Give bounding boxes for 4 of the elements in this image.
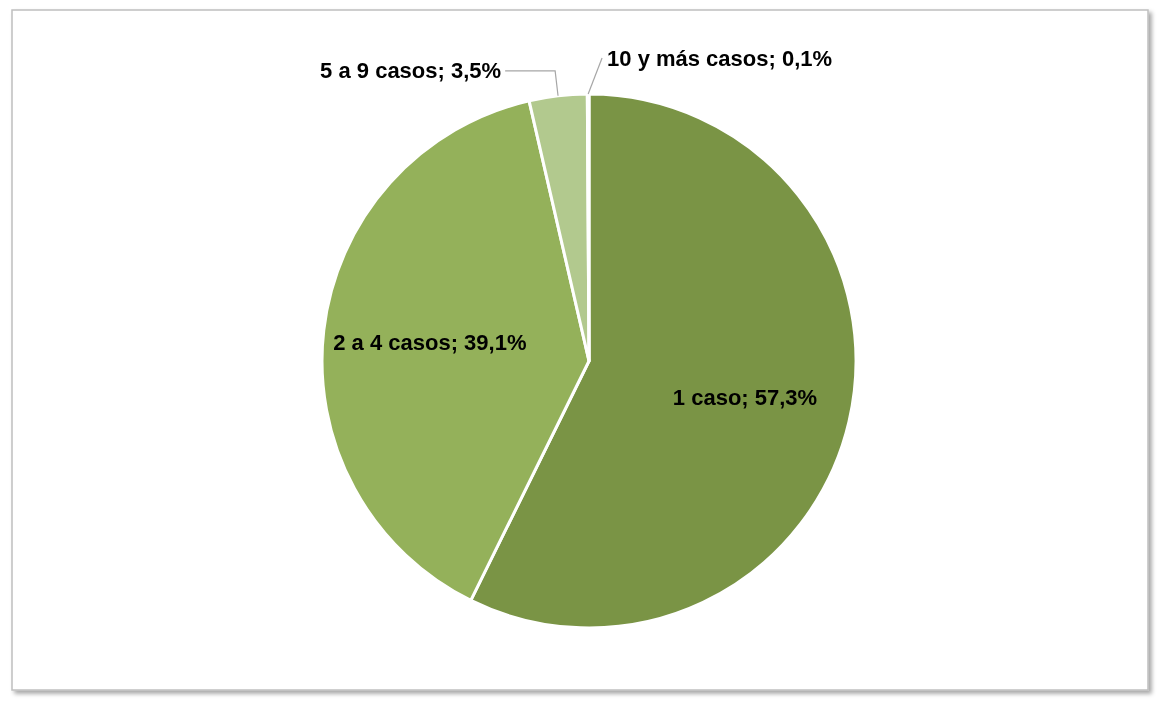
slice-label: 10 y más casos; 0,1%: [607, 45, 833, 71]
slice-label: 5 a 9 casos; 3,5%: [320, 58, 502, 84]
slice-label: 2 a 4 casos; 39,1%: [333, 329, 527, 355]
slice-label: 1 caso; 57,3%: [672, 384, 818, 410]
